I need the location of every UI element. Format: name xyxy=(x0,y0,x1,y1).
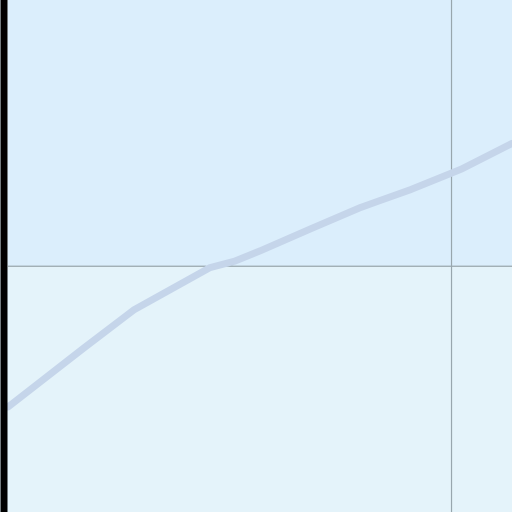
series-line xyxy=(4,139,512,411)
gridlines xyxy=(8,0,512,512)
plot-background-upper xyxy=(8,0,512,267)
plot-background-lower xyxy=(8,266,512,512)
series-group xyxy=(4,139,512,411)
